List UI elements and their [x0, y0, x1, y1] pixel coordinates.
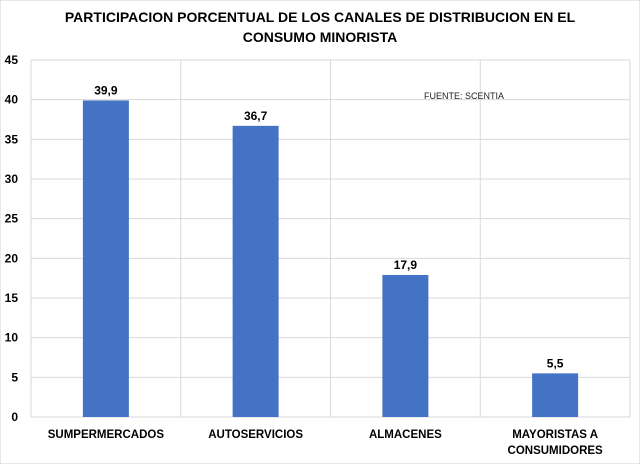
y-tick-label: 10 [5, 331, 19, 345]
chart-title-line-1: PARTICIPACION PORCENTUAL DE LOS CANALES … [65, 9, 576, 25]
bar [382, 274, 429, 417]
y-tick-label: 15 [5, 291, 19, 305]
x-category-label: ALMACENES [369, 429, 442, 441]
data-label: 17,9 [394, 258, 418, 272]
bar [82, 100, 129, 418]
y-tick-label: 0 [11, 410, 18, 424]
y-tick-label: 35 [5, 132, 19, 146]
y-tick-label: 45 [5, 53, 19, 67]
bar [232, 125, 279, 417]
chart-title-line-2: CONSUMO MINORISTA [243, 29, 398, 45]
data-label: 5,5 [547, 356, 564, 370]
y-tick-label: 5 [11, 370, 18, 384]
source-annotation: FUENTE: SCENTIA [424, 91, 504, 101]
y-tick-label: 40 [5, 93, 19, 107]
data-label: 36,7 [244, 109, 268, 123]
bar [532, 373, 579, 417]
y-tick-label: 25 [5, 212, 19, 226]
data-label: 39,9 [94, 83, 118, 97]
x-category-label: AUTOSERVICIOS [208, 429, 303, 441]
x-category-label: CONSUMIDORES [508, 445, 604, 457]
x-category-label: MAYORISTAS A [512, 429, 598, 441]
x-category-label: SUMPERMERCADOS [48, 429, 165, 441]
y-tick-label: 20 [5, 251, 19, 265]
y-tick-label: 30 [5, 172, 19, 186]
